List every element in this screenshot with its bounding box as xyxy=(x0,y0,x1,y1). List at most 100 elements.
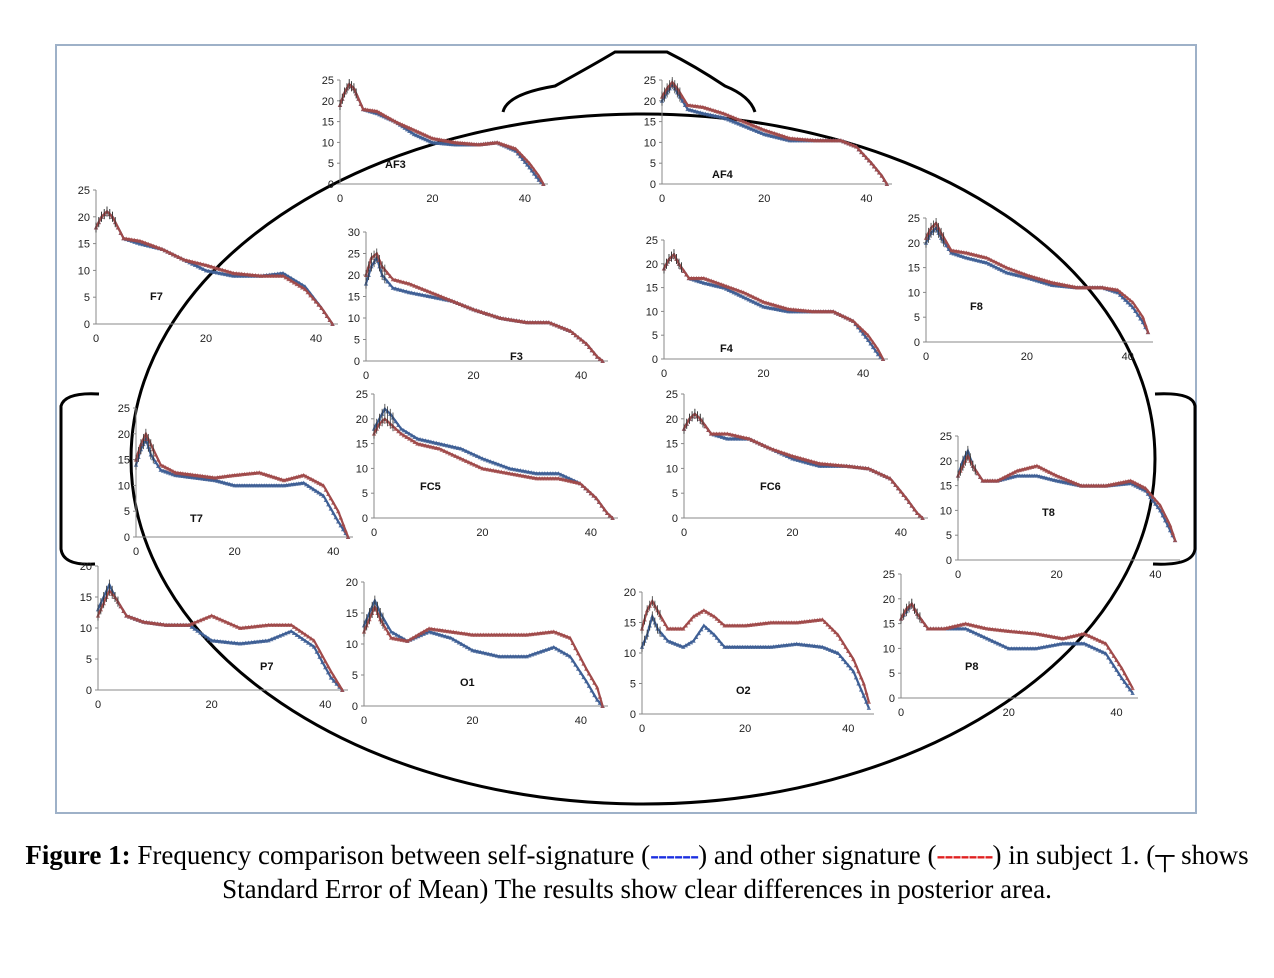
data-point-other xyxy=(418,130,424,136)
data-point-self xyxy=(420,437,425,442)
data-point-other xyxy=(425,133,431,139)
data-point-self xyxy=(311,487,316,492)
data-point-self xyxy=(961,254,967,259)
data-point-self xyxy=(294,632,300,637)
data-point-other xyxy=(269,622,274,627)
data-point-self xyxy=(709,282,714,287)
data-point-self xyxy=(1044,281,1050,286)
data-point-self xyxy=(756,302,761,307)
data-point-other xyxy=(232,623,237,628)
data-point-self xyxy=(412,291,417,296)
data-point-other xyxy=(731,286,736,291)
chart-svg-fc5: 0 5 10 15 20 25 0 20 40 FC5 xyxy=(356,389,618,539)
data-point-other xyxy=(308,476,314,481)
data-point-other xyxy=(379,111,384,116)
data-point-other xyxy=(183,622,189,627)
data-point-other xyxy=(714,616,719,621)
y-tick-label: 15 xyxy=(883,619,895,631)
data-point-other xyxy=(420,286,425,291)
data-point-other xyxy=(828,462,833,467)
data-point-other xyxy=(736,288,741,293)
data-point-other xyxy=(217,266,222,272)
data-point-self xyxy=(699,627,704,632)
chart-svg-f8: 0 5 10 15 20 25 0 20 40 F8 xyxy=(908,213,1153,363)
data-point-other xyxy=(435,627,440,632)
data-point-other xyxy=(751,294,756,300)
data-point-other xyxy=(761,299,766,304)
data-point-self xyxy=(777,135,782,140)
data-point-self xyxy=(764,132,769,137)
data-point-other xyxy=(838,138,844,143)
channel-label: F3 xyxy=(510,351,523,363)
data-point-other xyxy=(423,443,428,448)
data-point-self xyxy=(423,137,428,142)
data-point-self xyxy=(801,459,806,464)
data-point-self xyxy=(584,679,589,684)
data-point-self xyxy=(422,293,428,298)
data-point-self xyxy=(681,644,686,649)
data-point-other xyxy=(271,474,277,480)
data-point-other xyxy=(809,459,814,464)
data-point-self xyxy=(391,630,397,636)
data-point-other xyxy=(874,469,879,475)
data-point-other xyxy=(586,344,592,350)
data-point-other xyxy=(878,352,883,357)
data-point-other xyxy=(262,471,267,477)
data-point-other xyxy=(1130,479,1136,484)
data-point-other xyxy=(717,618,722,623)
y-tick-label: 0 xyxy=(672,513,678,525)
data-point-other xyxy=(155,621,160,626)
y-tick-label: 30 xyxy=(348,227,360,239)
data-point-other xyxy=(316,302,321,307)
data-point-other xyxy=(982,625,987,630)
data-point-other xyxy=(439,294,444,299)
data-point-other xyxy=(456,630,462,635)
data-point-self xyxy=(873,348,878,353)
data-point-self xyxy=(489,652,494,657)
data-point-self xyxy=(1024,275,1030,280)
data-point-other xyxy=(1054,473,1059,478)
data-point-self xyxy=(214,270,220,275)
data-point-self xyxy=(943,243,949,248)
data-point-other xyxy=(1061,476,1067,481)
data-point-other xyxy=(337,683,342,688)
data-point-other xyxy=(820,461,825,466)
data-point-other xyxy=(733,116,739,121)
data-point-self xyxy=(510,466,515,471)
data-point-other xyxy=(393,277,398,283)
data-point-other xyxy=(703,424,708,429)
data-point-self xyxy=(1092,646,1098,651)
data-point-self xyxy=(1100,649,1106,655)
data-point-other xyxy=(302,286,308,292)
data-point-other xyxy=(236,271,242,276)
data-point-other xyxy=(858,465,863,470)
data-point-other xyxy=(463,303,468,309)
data-point-self xyxy=(137,241,143,246)
data-point-self xyxy=(455,445,461,450)
data-point-other xyxy=(1022,271,1027,277)
data-point-other xyxy=(966,251,972,256)
data-point-other xyxy=(409,126,414,131)
data-point-self xyxy=(751,127,757,132)
data-point-other xyxy=(158,462,163,467)
data-point-self xyxy=(401,288,406,293)
sem-symbol: ┬ xyxy=(1155,840,1175,870)
data-point-self xyxy=(447,443,453,449)
data-point-other xyxy=(589,675,594,681)
data-point-other xyxy=(474,463,480,468)
data-point-other xyxy=(203,615,209,620)
data-point-other xyxy=(480,466,485,471)
y-tick-label: 5 xyxy=(124,506,130,518)
data-point-other xyxy=(1038,632,1044,637)
data-point-self xyxy=(165,470,171,475)
data-point-other xyxy=(190,259,195,264)
data-point-other xyxy=(1167,523,1173,528)
data-point-other xyxy=(591,493,596,498)
data-point-other xyxy=(773,448,779,453)
data-point-other xyxy=(771,302,776,307)
data-point-other xyxy=(469,461,474,466)
data-point-self xyxy=(833,649,838,654)
data-point-self xyxy=(223,271,228,277)
data-point-other xyxy=(901,492,906,497)
data-point-other xyxy=(880,356,886,361)
